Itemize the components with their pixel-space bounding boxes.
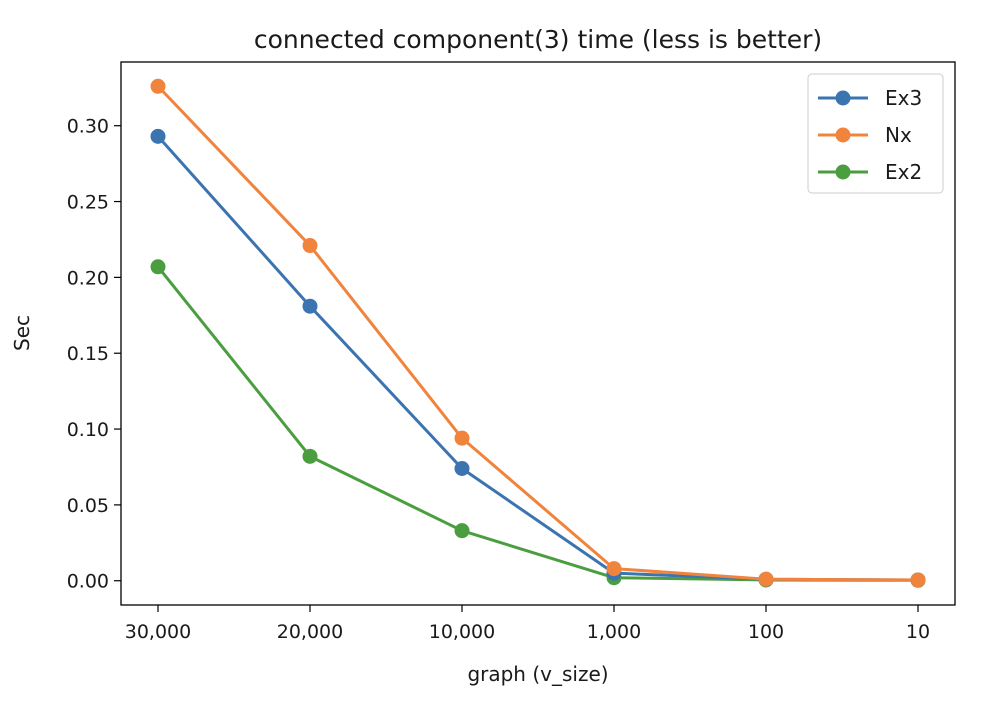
y-axis: 0.00 0.05 0.10 0.15 0.20 0.25 0.30 — [67, 116, 121, 593]
data-point — [302, 298, 318, 314]
data-point — [454, 460, 470, 476]
legend-marker — [835, 90, 851, 106]
legend-label: Nx — [885, 123, 912, 147]
x-axis: 30,000 20,000 10,000 1,000 100 10 — [125, 605, 930, 643]
x-tick-label: 30,000 — [125, 621, 191, 643]
data-point — [150, 78, 166, 94]
legend-item-nx: Nx — [818, 123, 912, 147]
y-tick-label: 0.15 — [67, 343, 109, 365]
y-axis-label: Sec — [10, 315, 34, 351]
y-tick-label: 0.10 — [67, 419, 109, 441]
series-ex3 — [150, 128, 926, 588]
y-tick-label: 0.00 — [67, 571, 109, 593]
legend-item-ex3: Ex3 — [818, 86, 922, 110]
series-layer — [150, 78, 926, 588]
legend-marker — [835, 127, 851, 143]
legend-marker — [835, 164, 851, 180]
data-point — [150, 128, 166, 144]
y-tick-label: 0.05 — [67, 495, 109, 517]
chart-title: connected component(3) time (less is bet… — [254, 25, 822, 54]
series-line — [156, 135, 919, 582]
data-point — [758, 571, 774, 587]
legend-label: Ex2 — [885, 160, 922, 184]
y-tick-label: 0.30 — [67, 116, 109, 138]
x-axis-label: graph (v_size) — [467, 662, 608, 686]
data-point — [302, 448, 318, 464]
data-point — [454, 523, 470, 539]
y-tick-label: 0.20 — [67, 267, 109, 289]
x-tick-label: 20,000 — [277, 621, 343, 643]
legend-label: Ex3 — [885, 86, 922, 110]
x-tick-label: 100 — [748, 621, 784, 643]
data-point — [454, 430, 470, 446]
legend-item-ex2: Ex2 — [818, 160, 922, 184]
series-ex2 — [150, 259, 926, 588]
data-point — [606, 561, 622, 577]
y-tick-label: 0.25 — [67, 192, 109, 214]
series-nx — [150, 78, 926, 588]
x-tick-label: 10,000 — [429, 621, 495, 643]
data-point — [150, 259, 166, 275]
series-line — [156, 85, 919, 582]
plot-area-frame — [120, 61, 956, 606]
x-tick-label: 10 — [906, 621, 930, 643]
data-point — [910, 572, 926, 588]
series-line — [156, 265, 919, 582]
data-point — [302, 238, 318, 254]
x-tick-label: 1,000 — [587, 621, 641, 643]
legend: Ex3 Nx Ex2 — [807, 73, 944, 194]
